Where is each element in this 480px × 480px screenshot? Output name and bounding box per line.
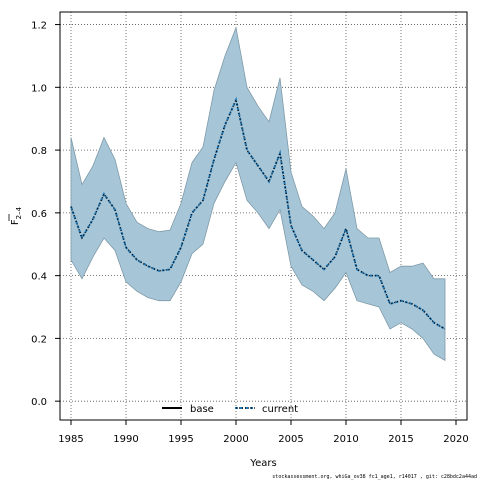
x-tick-label: 1985 [58,434,83,445]
svg-text:F2–4: F2–4 [10,206,23,225]
legend: base current [162,404,298,415]
confidence-band [70,26,446,362]
y-tick-label: 0.6 [31,209,47,220]
legend-current-label: current [262,404,298,415]
y-tick-label: 0.8 [31,146,47,157]
y-tick-label: 0.2 [31,334,47,345]
y-tick-label: 1.0 [31,83,47,94]
legend-base-label: base [190,404,214,415]
x-tick-label: 1995 [168,434,193,445]
y-tick-label: 1.2 [31,21,47,32]
x-axis-title: Years [249,458,276,469]
x-tick-label: 2010 [333,434,358,445]
x-tick-label: 2000 [223,434,248,445]
y-axis-title-subscript: 2–4 [15,206,23,219]
series-current-line [70,97,446,330]
x-tick-label: 2020 [443,434,468,445]
y-axis-title: F2–4 [8,206,23,225]
x-tick-label: 1990 [113,434,138,445]
series-lines [70,96,446,330]
x-tick-label: 2005 [278,434,303,445]
footer-credit: stockassessment.org, whiGa_ov38 fc1_age1… [272,474,477,480]
plot-frame [59,11,468,421]
x-tick-label: 2015 [388,434,413,445]
x-axis-ticks: 1985 1990 1995 2000 2005 2010 2015 2020 [58,420,469,445]
y-axis-ticks: 0.0 0.2 0.4 0.6 0.8 1.0 1.2 [31,21,60,408]
y-tick-label: 0.4 [31,272,47,283]
y-tick-label: 0.0 [31,397,47,408]
y-axis-title-main: F [10,219,21,225]
